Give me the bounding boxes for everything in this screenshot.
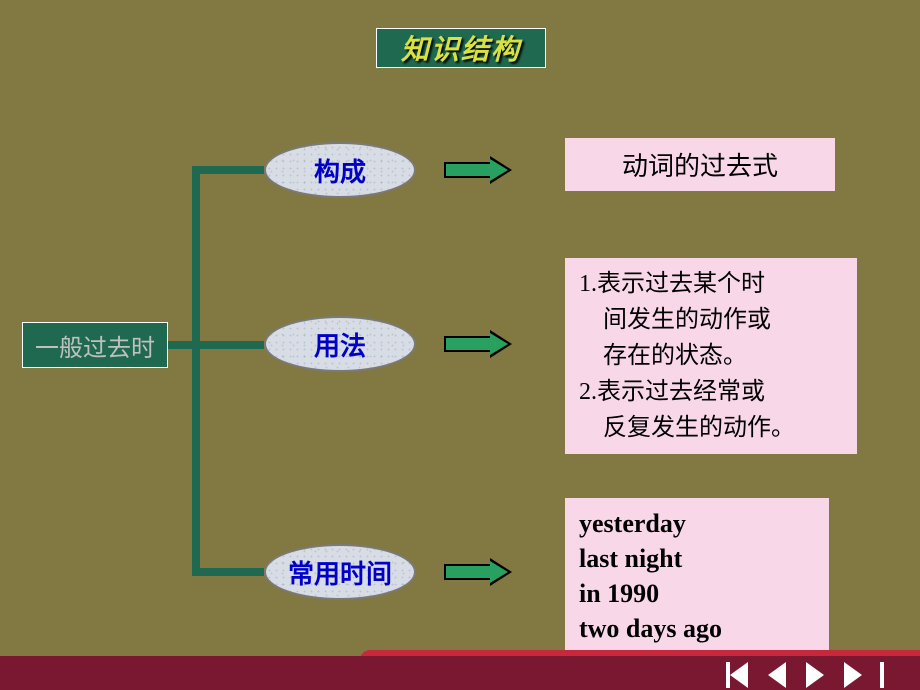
oval-3-label: 常用时间 — [288, 554, 392, 591]
desc-3-line-2: in 1990 — [579, 576, 815, 611]
desc-2-line-2: 存在的状态。 — [579, 338, 843, 374]
oval-2-label: 用法 — [314, 326, 366, 363]
bracket-branch-2 — [192, 341, 264, 349]
arrow-1 — [444, 156, 512, 184]
oval-1: 构成 — [264, 142, 416, 198]
desc-3-line-1: last night — [579, 541, 815, 576]
oval-1-label: 构成 — [314, 152, 366, 189]
desc-3-line-0: yesterday — [579, 506, 815, 541]
next-slide-icon[interactable] — [806, 662, 824, 688]
desc-box-2: 1.表示过去某个时 间发生的动作或 存在的状态。 2.表示过去经常或 反复发生的… — [565, 258, 857, 454]
desc-2-line-3: 2.表示过去经常或 — [579, 374, 843, 410]
bracket-vertical — [192, 166, 200, 576]
desc-2-line-4: 反复发生的动作。 — [579, 410, 843, 446]
arrow-2 — [444, 330, 512, 358]
root-label: 一般过去时 — [35, 328, 155, 363]
bracket-branch-1 — [192, 166, 264, 174]
prev-slide-icon[interactable] — [768, 662, 786, 688]
bracket-root-stem — [168, 341, 192, 349]
header-box: 知识结构 — [376, 28, 546, 68]
oval-3: 常用时间 — [264, 544, 416, 600]
bracket-branch-3 — [192, 568, 264, 576]
desc-2-line-0: 1.表示过去某个时 — [579, 266, 843, 302]
oval-2: 用法 — [264, 316, 416, 372]
desc-1-text: 动词的过去式 — [579, 146, 821, 183]
desc-3-line-3: two days ago — [579, 611, 815, 646]
nav-icons — [730, 662, 862, 688]
desc-box-3: yesterday last night in 1990 two days ag… — [565, 498, 829, 666]
header-title: 知识结构 — [401, 28, 521, 68]
root-node: 一般过去时 — [22, 322, 168, 368]
desc-2-line-1: 间发生的动作或 — [579, 302, 843, 338]
last-slide-icon[interactable] — [844, 662, 862, 688]
first-slide-icon[interactable] — [730, 662, 748, 688]
desc-box-1: 动词的过去式 — [565, 138, 835, 191]
arrow-3 — [444, 558, 512, 586]
